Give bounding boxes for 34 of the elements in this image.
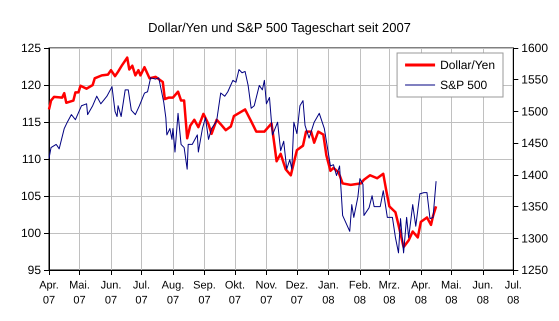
y2-tick-label: 1300: [521, 231, 548, 246]
x-tick-label: Jun. 07: [100, 280, 122, 306]
x-tick-label: Dez. 07: [286, 280, 308, 306]
y2-tick-label: 1550: [521, 72, 548, 87]
y2-tick-label: 1350: [521, 200, 548, 214]
y-tick-label: 100: [20, 226, 42, 240]
x-tick-label: Jun. 08: [472, 280, 494, 306]
y-tick-label: 110: [22, 152, 42, 166]
y-tick-label: 125: [20, 41, 42, 55]
x-tick-label: Mai. 07: [69, 280, 90, 306]
y2-tick-label: 1250: [521, 263, 548, 277]
x-tick-label: Apr. 08: [411, 280, 431, 306]
x-tick-label: Mrz. 08: [378, 280, 400, 306]
y2-tick-label: 1500: [521, 104, 548, 118]
legend-label: Dollar/Yen: [440, 58, 496, 72]
y-tick-label: 105: [20, 189, 42, 203]
y-tick-label: 115: [22, 115, 42, 129]
y2-tick-label: 1600: [521, 41, 548, 55]
x-tick-label: Nov. 07: [256, 280, 278, 306]
x-tick-label: Jul. 08: [504, 280, 522, 306]
x-tick-label: Feb. 08: [348, 280, 371, 306]
x-tick-label: Sep. 07: [193, 280, 216, 306]
y-tick-label: 95: [28, 263, 42, 277]
chart-title: Dollar/Yen und S&P 500 Tageschart seit 2007: [148, 20, 411, 35]
legend-label: S&P 500: [440, 78, 488, 92]
x-tick-label: Jul. 07: [132, 280, 150, 306]
y-tick-label: 120: [20, 78, 42, 92]
x-tick-label: Okt. 07: [224, 280, 246, 306]
x-tick-label: Aug. 07: [162, 280, 184, 306]
x-tick-label: Apr. 07: [39, 280, 59, 306]
y2-tick-label: 1450: [521, 136, 548, 150]
y2-tick-label: 1400: [521, 168, 548, 182]
x-tick-label: Jan. 08: [318, 280, 339, 306]
x-tick-label: Mai. 08: [440, 280, 462, 306]
